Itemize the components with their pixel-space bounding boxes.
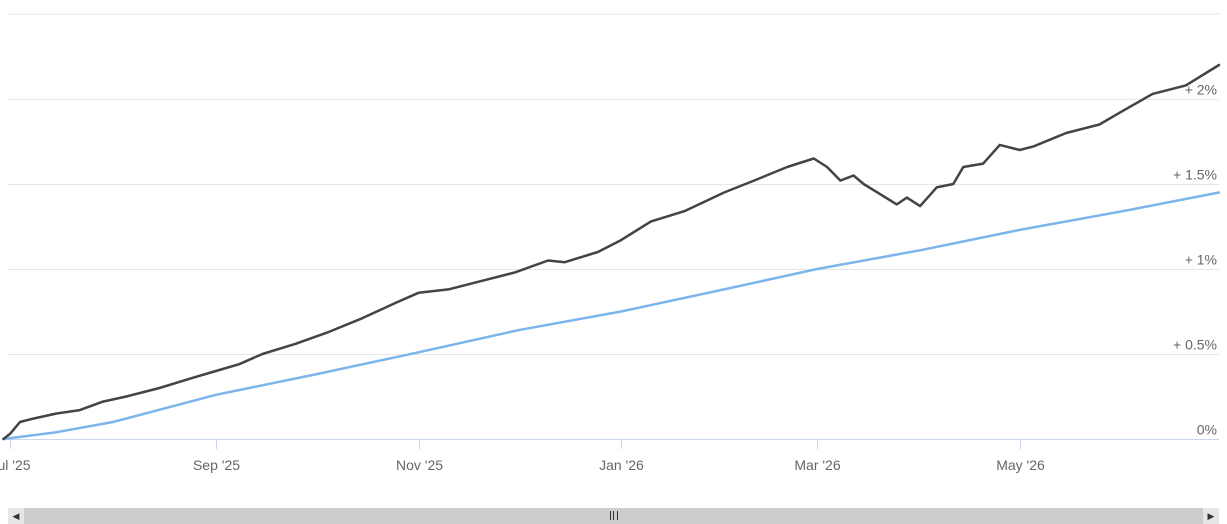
y-tick-label: + 0.5% <box>1173 337 1217 353</box>
x-tick-label: Jul '25 <box>0 457 31 473</box>
x-tick-label: Sep '25 <box>193 457 240 473</box>
scrollbar-thumb[interactable] <box>24 508 1203 524</box>
y-tick-label: + 2% <box>1185 82 1217 98</box>
scroll-right-arrow-icon[interactable]: ▶ <box>1207 511 1215 521</box>
x-axis <box>10 439 1021 449</box>
x-tick-label: Jan '26 <box>599 457 644 473</box>
y-tick-label: + 1% <box>1185 252 1217 268</box>
y-tick-label: + 1.5% <box>1173 167 1217 183</box>
series-line-0 <box>2 63 1221 441</box>
y-tick-label: 0% <box>1197 422 1217 438</box>
navigator-scrollbar[interactable]: ◀ ▶ <box>8 508 1219 524</box>
x-tick-label: Mar '26 <box>794 457 840 473</box>
grid-lines <box>8 13 1219 440</box>
scrollbar-grip-icon <box>609 511 618 520</box>
series-lines <box>2 63 1221 441</box>
x-tick-label: May '26 <box>996 457 1045 473</box>
x-tick-label: Nov '25 <box>396 457 443 473</box>
x-axis-labels: Jul '25 Sep '25 Nov '25 Jan '26 Mar '26 May '… <box>0 457 1045 473</box>
y-axis-labels: 0% + 0.5% + 1% + 1.5% + 2% <box>1173 82 1217 438</box>
scroll-left-arrow-icon[interactable]: ◀ <box>12 511 20 521</box>
series-line-1 <box>2 191 1221 441</box>
line-chart: 0% + 0.5% + 1% + 1.5% + 2% Jul '25 Sep '25 Nov… <box>0 13 1221 473</box>
